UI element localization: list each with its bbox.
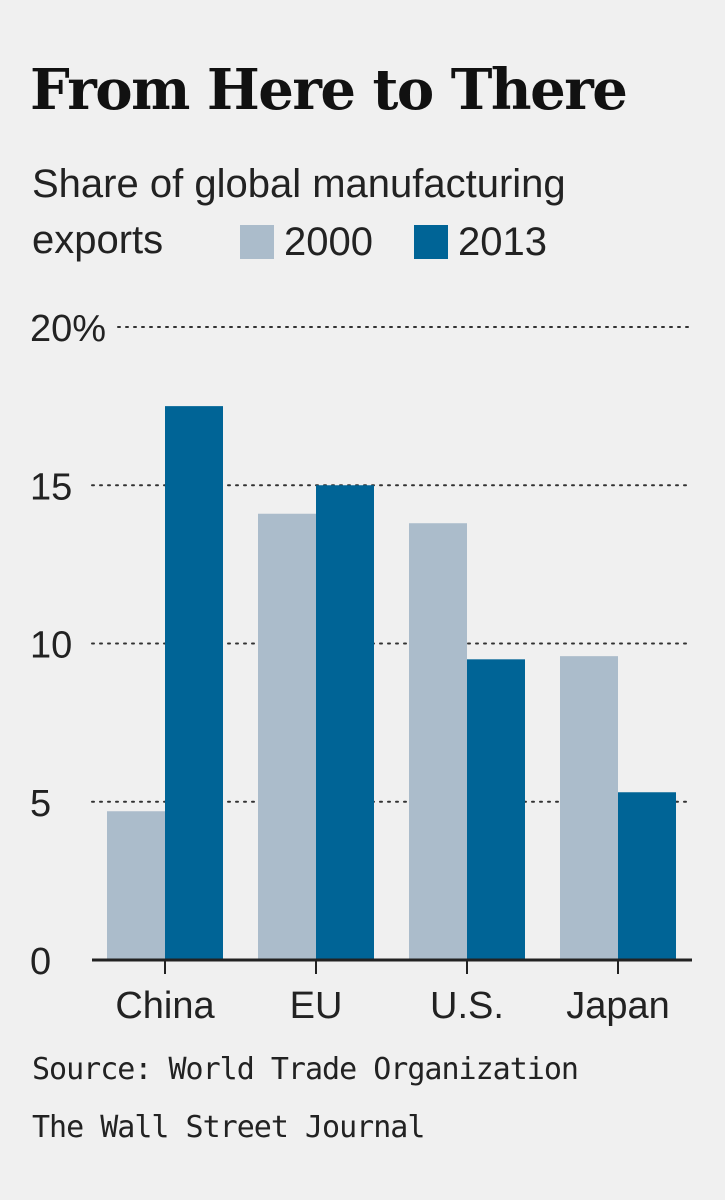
y-tick-label-15: 15 — [30, 466, 72, 508]
y-tick-label-10: 10 — [30, 625, 72, 667]
x-tick-label-japan: Japan — [566, 985, 670, 1027]
bar-eu-2013 — [316, 485, 374, 960]
bar-japan-2000 — [560, 656, 618, 960]
bar-japan-2013 — [618, 792, 676, 960]
legend-item-2000: 2000 — [240, 220, 373, 264]
credit-note: The Wall Street Journal — [32, 1110, 425, 1145]
chart-title: From Here to There — [30, 57, 628, 123]
bar-us-2000 — [409, 523, 467, 960]
source-note: Source: World Trade Organization — [32, 1052, 579, 1087]
legend-swatch-2013 — [414, 225, 448, 259]
y-tick-label-0: 0 — [30, 941, 51, 983]
legend-label-2013: 2013 — [458, 219, 547, 264]
bar-eu-2000 — [258, 513, 316, 960]
x-tick-label-china: China — [115, 985, 215, 1027]
legend-label-2000: 2000 — [284, 219, 373, 264]
legend-item-2013: 2013 — [414, 220, 547, 264]
legend-swatch-2000 — [240, 225, 274, 259]
x-tick-label-eu: EU — [290, 985, 343, 1027]
x-tick-label-us: U.S. — [430, 985, 504, 1027]
bar-china-2013 — [165, 406, 223, 960]
chart-subtitle: Share of global manufacturing — [32, 162, 566, 206]
chart-subtitle-line2: exports — [32, 218, 164, 262]
bar-us-2013 — [467, 659, 525, 960]
y-tick-label-5: 5 — [30, 783, 51, 825]
y-tick-label-20: 20% — [30, 308, 106, 350]
bar-china-2000 — [107, 811, 165, 960]
